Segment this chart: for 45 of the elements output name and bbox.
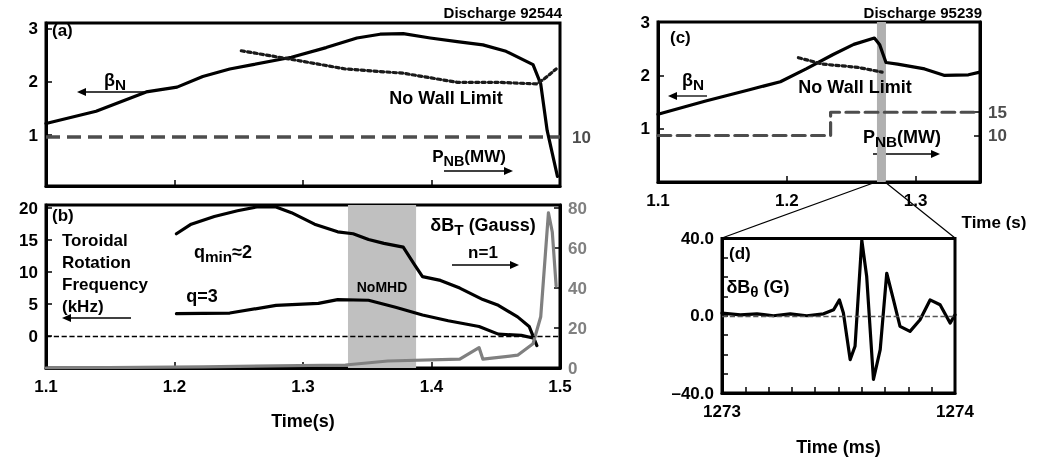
y-tick-label: 5 [28,294,38,314]
series-label: No Wall Limit [389,88,503,108]
text: Discharge 95239 [863,3,982,21]
y-tick-label: 10 [19,262,38,282]
x-axis-title: Time(s) [271,411,335,431]
y2-tick-label: 80 [568,198,587,218]
y-tick-label: 20 [19,198,38,218]
x-tick-label: 1.1 [646,191,670,210]
band-label: NoMHD [356,278,408,295]
annotation: (c) [670,27,691,47]
y2-tick-label: 10 [988,125,1007,145]
y-tick-label: 2 [640,65,650,85]
y-tick-label: 0.0 [690,306,714,326]
x-tick-label: 1.4 [419,377,444,396]
annotation: n=1 [468,242,498,262]
y-tick-label: 1 [640,119,650,139]
x-tick-label: 1.1 [34,377,58,396]
text: 10 [572,127,591,147]
x-tick-label: 1273 [703,402,741,421]
y-tick-label: 3 [640,12,650,32]
y2-tick-label: 0 [568,358,578,378]
y2-tick-label: 40 [568,278,587,298]
y-tick-label: 0 [28,326,38,346]
x-tick-label: 1274 [936,402,975,421]
annotation: (a) [52,20,73,40]
y2-tick-label: 15 [988,102,1007,122]
annotation: (d) [729,243,751,263]
y2-tick-label: 60 [568,238,587,258]
y-tick-label: 1 [28,125,38,145]
series-label: q=3 [186,286,218,306]
text: Discharge 92544 [443,3,563,21]
y-tick-label: 2 [28,72,38,92]
series-label: No Wall Limit [798,77,912,97]
y-tick-label: 3 [28,18,38,38]
y-tick-label: –40.0 [671,383,714,403]
x-tick-label: 1.2 [774,191,799,210]
x-axis-title: Time (ms) [796,437,881,457]
y-tick-label: 15 [19,230,38,250]
x-tick-label: 1.3 [291,377,315,396]
y-axis-title: Toroidal Rotation Frequency (kHz) [62,230,149,316]
annotation: (b) [52,205,74,225]
x-tick-label: 1.2 [162,377,187,396]
y2-tick-label: 20 [568,318,587,338]
y-tick-label: 40.0 [680,229,714,248]
x-tick-label: 1.5 [548,377,572,396]
